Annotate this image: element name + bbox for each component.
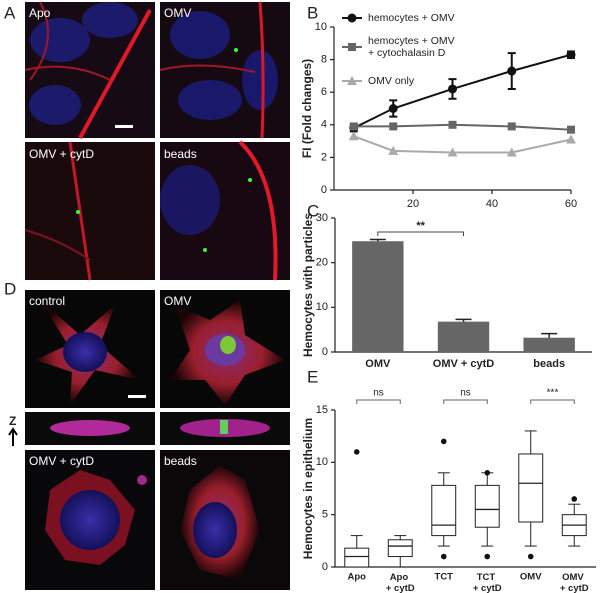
y-axis-label: Hemocytes with particles <box>301 213 315 357</box>
x-tick-label: TCT + cytD <box>473 572 502 593</box>
x-tick-label: 40 <box>486 198 498 210</box>
annotation: ** <box>416 220 425 232</box>
bar <box>352 241 404 352</box>
y-tick-label: 2 <box>321 151 327 163</box>
x-tick-label: OMV <box>520 572 542 583</box>
legend-label: OMV only <box>368 75 415 87</box>
x-tick-label: Apo + cytD <box>386 572 415 593</box>
marker <box>448 120 457 129</box>
image-panel <box>24 1 290 281</box>
marker <box>388 145 399 155</box>
marker <box>566 134 576 144</box>
error-bar <box>369 238 386 242</box>
panel-letter: C <box>307 201 319 220</box>
x-tick-label: 20 <box>407 198 419 210</box>
y-tick-label: 0 <box>322 346 328 358</box>
series-line <box>353 135 572 154</box>
annotation: ns <box>373 388 384 399</box>
panel-letter: A <box>4 3 16 22</box>
x-tick-label: OMV + cytD <box>560 572 589 593</box>
y-tick-label: 5 <box>322 509 328 521</box>
outlier <box>353 449 360 455</box>
y-tick-label: 6 <box>321 86 327 98</box>
marker <box>507 66 517 76</box>
marker <box>388 104 398 113</box>
z-axis-label: Z <box>9 414 16 428</box>
outlier <box>571 496 578 502</box>
x-tick-label: OMV + cytD <box>433 358 494 370</box>
marker <box>566 50 576 60</box>
x-tick-label: TCT <box>435 572 454 583</box>
outlier <box>440 553 447 560</box>
image-label: OMV <box>164 294 191 308</box>
box <box>344 547 370 568</box>
y-tick-label: 8 <box>321 54 327 66</box>
image-label: OMV + cytD <box>29 147 94 161</box>
y-tick-label: 4 <box>321 119 327 131</box>
marker <box>506 147 517 157</box>
y-tick-label: 20 <box>316 257 328 269</box>
y-tick-label: 10 <box>315 21 327 33</box>
box <box>474 484 500 528</box>
image-label: beads <box>164 147 197 161</box>
annotation: *** <box>547 388 559 399</box>
box <box>431 484 457 537</box>
legend-marker <box>347 76 357 85</box>
y-tick-label: 0 <box>322 561 328 573</box>
image-label: Apo <box>29 6 51 20</box>
y-tick-label: 0 <box>321 184 327 196</box>
outlier <box>484 470 491 476</box>
image-label: OMV <box>164 6 191 20</box>
legend-label: hemocytes + OMV + cytochalasin D <box>368 35 458 59</box>
bar <box>523 337 575 352</box>
outlier <box>440 438 447 445</box>
significance-bracket <box>377 231 464 236</box>
y-axis-label: FI (Fold changes) <box>300 59 314 158</box>
x-tick-label: Apo <box>348 572 367 583</box>
x-tick-label: OMV <box>365 358 391 370</box>
annotation: ns <box>460 388 471 399</box>
image-label: OMV + cytD <box>29 454 94 468</box>
y-tick-label: 10 <box>316 456 328 468</box>
series-line <box>353 123 572 131</box>
z-arrow <box>8 427 18 446</box>
y-axis-label: Hemocytes in epithelium <box>301 418 315 559</box>
panel-letter: E <box>307 367 318 386</box>
marker <box>348 131 359 141</box>
y-tick-label: 10 <box>316 301 328 313</box>
image-panel <box>25 290 290 590</box>
image-label: beads <box>164 454 197 468</box>
marker <box>507 122 516 131</box>
box <box>387 539 413 558</box>
x-tick-label: beads <box>533 358 565 370</box>
outlier <box>527 553 534 560</box>
y-tick-label: 15 <box>316 404 328 416</box>
legend-label: hemocytes + OMV <box>368 12 455 24</box>
legend-marker <box>348 43 356 51</box>
y-tick-label: 30 <box>316 212 328 224</box>
error-bar <box>541 332 558 338</box>
outlier <box>484 553 491 560</box>
marker <box>349 122 358 131</box>
bar <box>437 321 490 352</box>
panel-letter: B <box>307 3 318 22</box>
panel-letter: D <box>4 279 16 298</box>
legend-marker <box>347 13 357 23</box>
series-line <box>353 53 572 129</box>
marker <box>447 147 458 157</box>
significance-bracket <box>356 399 401 404</box>
marker <box>448 84 457 94</box>
marker <box>389 122 398 131</box>
significance-bracket <box>443 399 488 404</box>
error-bar <box>455 318 472 322</box>
significance-bracket <box>530 399 575 404</box>
image-label: control <box>29 294 65 308</box>
x-tick-label: 60 <box>565 198 577 210</box>
marker <box>567 125 575 134</box>
box <box>518 453 544 523</box>
